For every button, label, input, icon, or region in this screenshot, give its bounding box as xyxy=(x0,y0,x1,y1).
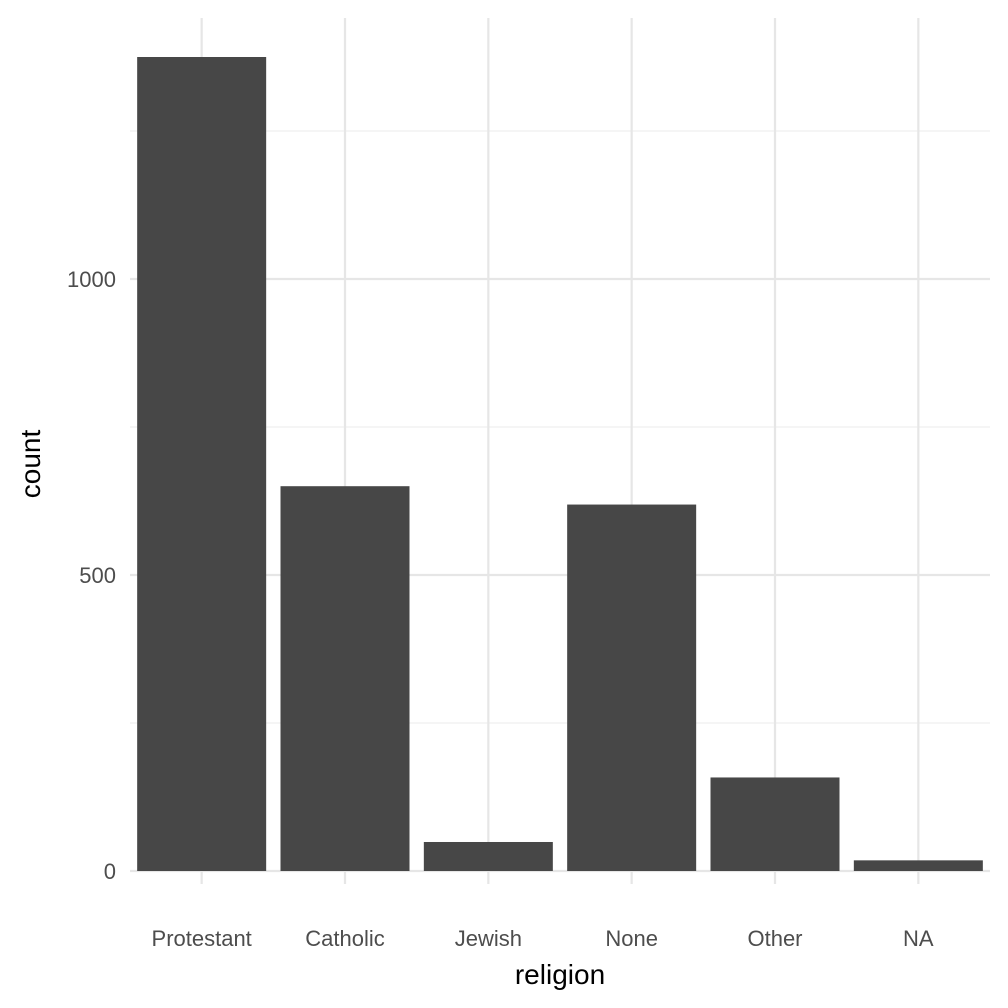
x-tick-label: NA xyxy=(903,926,934,951)
x-tick-label: Catholic xyxy=(305,926,384,951)
x-tick-label: None xyxy=(605,926,658,951)
x-tick-label: Other xyxy=(747,926,802,951)
bars xyxy=(137,57,983,871)
y-axis-tick-labels: 0 500 1000 xyxy=(67,267,116,884)
y-tick-label: 0 xyxy=(104,859,116,884)
bar-jewish xyxy=(423,841,553,871)
bar-protestant xyxy=(137,57,267,871)
bar-na xyxy=(853,860,983,871)
y-tick-label: 1000 xyxy=(67,267,116,292)
x-axis-title: religion xyxy=(515,959,605,990)
x-axis-tick-labels: Protestant Catholic Jewish None Other NA xyxy=(152,926,934,951)
major-gridlines-y xyxy=(130,277,990,873)
minor-gridlines-y xyxy=(130,130,990,724)
x-tick-label: Protestant xyxy=(152,926,252,951)
y-tick-label: 500 xyxy=(79,563,116,588)
bar-none xyxy=(567,504,697,871)
bar-other xyxy=(710,777,840,871)
bar-catholic xyxy=(280,486,410,871)
x-tick-label: Jewish xyxy=(455,926,522,951)
y-axis-title: count xyxy=(15,430,46,499)
